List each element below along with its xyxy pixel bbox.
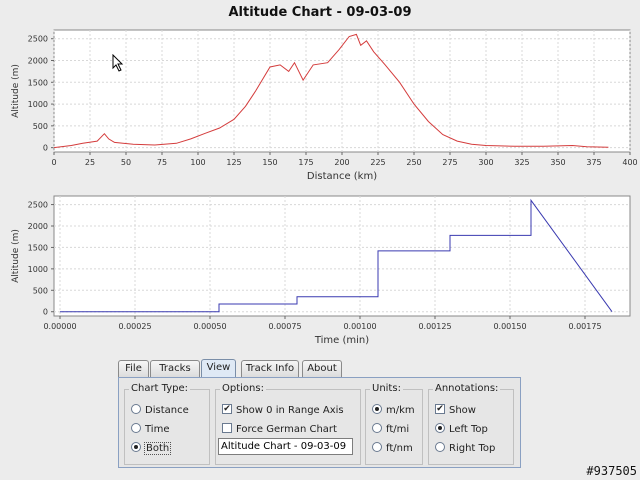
mouse-cursor-icon xyxy=(112,53,124,75)
tab-file[interactable]: File xyxy=(118,360,149,377)
x-tick-label: 400 xyxy=(622,158,637,167)
radio-icon xyxy=(372,442,382,452)
radio-icon xyxy=(435,442,445,452)
checkmark-icon: ✔ xyxy=(222,404,232,414)
y-axis-label: Altitude (m) xyxy=(11,64,21,118)
tab-about[interactable]: About xyxy=(302,360,342,377)
radio-icon xyxy=(131,423,141,433)
x-tick-label: 0.00000 xyxy=(43,322,76,331)
x-tick-label: 200 xyxy=(334,158,349,167)
x-tick-label: 25 xyxy=(85,158,95,167)
y-tick-label: 500 xyxy=(33,286,48,295)
x-tick-label: 125 xyxy=(226,158,241,167)
x-tick-label: 325 xyxy=(514,158,529,167)
x-tick-label: 0.00050 xyxy=(193,322,226,331)
y-axis-label: Altitude (m) xyxy=(11,229,21,283)
y-tick-label: 1000 xyxy=(28,265,48,274)
x-tick-label: 350 xyxy=(550,158,565,167)
x-tick-label: 100 xyxy=(190,158,205,167)
radio-right-top[interactable]: Right Top xyxy=(435,442,495,456)
x-tick-label: 0.00150 xyxy=(493,322,526,331)
checkbox-force-german[interactable]: Force German Chart xyxy=(222,423,337,437)
y-tick-label: 2000 xyxy=(28,57,48,66)
x-tick-label: 225 xyxy=(370,158,385,167)
y-tick-label: 1000 xyxy=(28,100,48,109)
y-tick-label: 1500 xyxy=(28,243,48,252)
tab-track-info[interactable]: Track Info xyxy=(241,360,299,377)
y-tick-label: 500 xyxy=(33,122,48,131)
chart-title-input[interactable] xyxy=(218,438,353,455)
units-title: Units: xyxy=(370,383,403,395)
y-tick-label: 0 xyxy=(43,144,48,153)
annotations-title: Annotations: xyxy=(433,383,501,395)
units-group: Units: m/km ft/mi ft/nm xyxy=(365,383,423,465)
plot-area xyxy=(53,195,631,317)
time-chart: 0 500 1000 1500 2000 2500 0.00000 0.00025 0.0005… xyxy=(11,195,631,346)
radio-time[interactable]: Time xyxy=(131,423,169,437)
x-axis-label: Time (min) xyxy=(314,335,369,346)
y-tick-label: 1500 xyxy=(28,78,48,87)
y-tick-label: 0 xyxy=(43,308,48,317)
x-tick-label: 150 xyxy=(262,158,277,167)
radio-m-km[interactable]: m/km xyxy=(372,404,415,418)
radio-left-top[interactable]: Left Top xyxy=(435,423,488,437)
x-tick-label: 275 xyxy=(442,158,457,167)
tab-tracks[interactable]: Tracks xyxy=(150,360,200,377)
altitude-series-line xyxy=(53,33,609,149)
radio-distance[interactable]: Distance xyxy=(131,404,189,418)
checkmark-icon: ✔ xyxy=(435,404,445,414)
x-tick-label: 175 xyxy=(298,158,313,167)
x-tick-label: 0.00100 xyxy=(343,322,376,331)
x-tick-label: 375 xyxy=(586,158,601,167)
radio-ft-mi[interactable]: ft/mi xyxy=(372,423,409,437)
y-tick-label: 2500 xyxy=(28,201,48,210)
x-tick-label: 75 xyxy=(157,158,167,167)
radio-both[interactable]: Both xyxy=(131,442,172,456)
radio-icon xyxy=(131,404,141,414)
distance-chart: 0 500 1000 1500 2000 2500 0 25 50 75 100 125 150 175 2… xyxy=(11,29,638,182)
radio-icon xyxy=(372,423,382,433)
radio-ft-nm[interactable]: ft/nm xyxy=(372,442,413,456)
x-tick-label: 250 xyxy=(406,158,421,167)
altitude-charts: Altitude Chart - 09-03-09 05001000150020… xyxy=(11,5,638,346)
x-tick-label: 0.00125 xyxy=(418,322,451,331)
radio-selected-icon xyxy=(435,423,445,433)
x-tick-label: 0.00075 xyxy=(268,322,301,331)
watermark: #937505 xyxy=(586,464,637,478)
checkbox-show-zero[interactable]: ✔ Show 0 in Range Axis xyxy=(222,404,344,416)
x-tick-label: 0.00025 xyxy=(118,322,151,331)
x-tick-label: 0.00175 xyxy=(568,322,601,331)
options-group: Options: ✔ Show 0 in Range Axis Force Ger… xyxy=(215,383,361,465)
options-title: Options: xyxy=(220,383,266,395)
altitude-series-line xyxy=(60,198,613,313)
view-panel: Chart Type: Distance Time Both Options: … xyxy=(118,377,521,468)
y-tick-label: 2500 xyxy=(28,35,48,44)
chart-type-title: Chart Type: xyxy=(129,383,190,395)
annotations-group: Annotations: ✔ Show Left Top Right Top xyxy=(428,383,514,465)
y-tick-label: 2000 xyxy=(28,222,48,231)
tab-view[interactable]: View xyxy=(201,359,236,378)
x-tick-label: 50 xyxy=(121,158,131,167)
radio-selected-icon xyxy=(131,442,141,452)
radio-selected-icon xyxy=(372,404,382,414)
x-axis-label: Distance (km) xyxy=(307,171,377,182)
checkbox-show-annotations[interactable]: ✔ Show xyxy=(435,404,476,416)
chart-type-group: Chart Type: Distance Time Both xyxy=(124,383,210,465)
x-tick-label: 300 xyxy=(478,158,493,167)
checkbox-icon xyxy=(222,423,232,433)
chart-title: Altitude Chart - 09-03-09 xyxy=(228,5,411,20)
x-tick-label: 0 xyxy=(51,158,56,167)
